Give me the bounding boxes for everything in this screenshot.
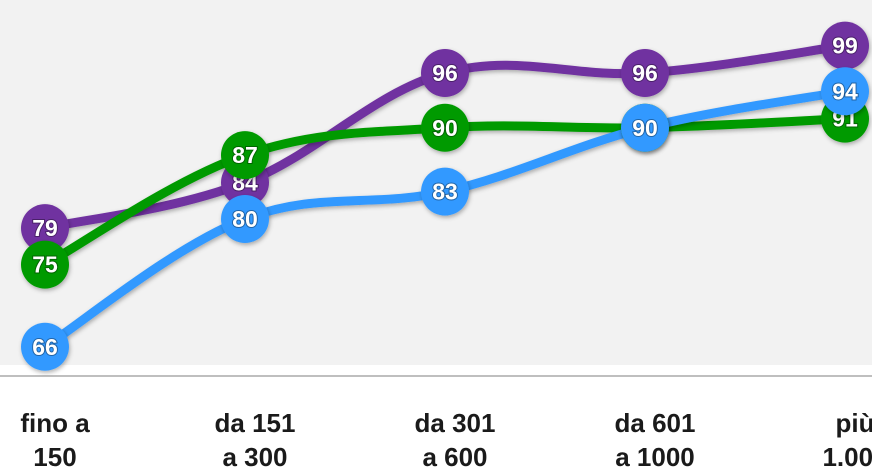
point-marker <box>421 103 469 152</box>
x-tick-label: più 1.000 <box>822 408 872 472</box>
point-marker <box>221 195 269 243</box>
x-tick-label-line: a 300 <box>222 442 287 472</box>
point-marker <box>821 67 869 116</box>
x-tick-label-line: fino a <box>20 408 90 438</box>
point-marker <box>21 240 69 289</box>
x-tick-label-line: a 600 <box>422 442 487 472</box>
x-tick-label-line: da 151 <box>215 408 296 438</box>
value-label: 87 <box>232 142 258 168</box>
x-tick-label: da 601 a 1000 <box>615 408 696 472</box>
value-label: 83 <box>432 179 458 205</box>
value-label: 90 <box>632 115 658 141</box>
x-tick-label: da 151 a 300 <box>215 408 296 472</box>
value-label: 94 <box>832 78 858 104</box>
value-label: 90 <box>432 115 458 141</box>
value-label: 96 <box>432 60 458 86</box>
x-tick-label-line: più <box>836 408 872 438</box>
point-marker <box>621 103 669 152</box>
point-marker <box>221 131 269 180</box>
x-tick-label-line: 1.000 <box>822 442 872 472</box>
point-marker <box>421 167 469 216</box>
x-tick-label: fino a 150 <box>20 408 90 472</box>
value-label: 99 <box>832 33 858 59</box>
value-label: 75 <box>32 252 58 278</box>
point-marker <box>621 49 669 97</box>
point-marker <box>421 49 469 97</box>
x-tick-label-line: 150 <box>33 442 76 472</box>
x-tick-label: da 301 a 600 <box>415 408 496 472</box>
x-tick-label-line: a 1000 <box>615 442 695 472</box>
value-label: 79 <box>32 215 58 241</box>
value-label: 96 <box>632 60 658 86</box>
point-marker <box>21 322 69 371</box>
value-label: 80 <box>232 206 258 232</box>
point-marker <box>821 21 869 70</box>
value-label: 66 <box>32 334 58 360</box>
point-marker <box>21 204 69 253</box>
x-tick-label-line: da 601 <box>615 408 696 438</box>
x-tick-label-line: da 301 <box>415 408 496 438</box>
